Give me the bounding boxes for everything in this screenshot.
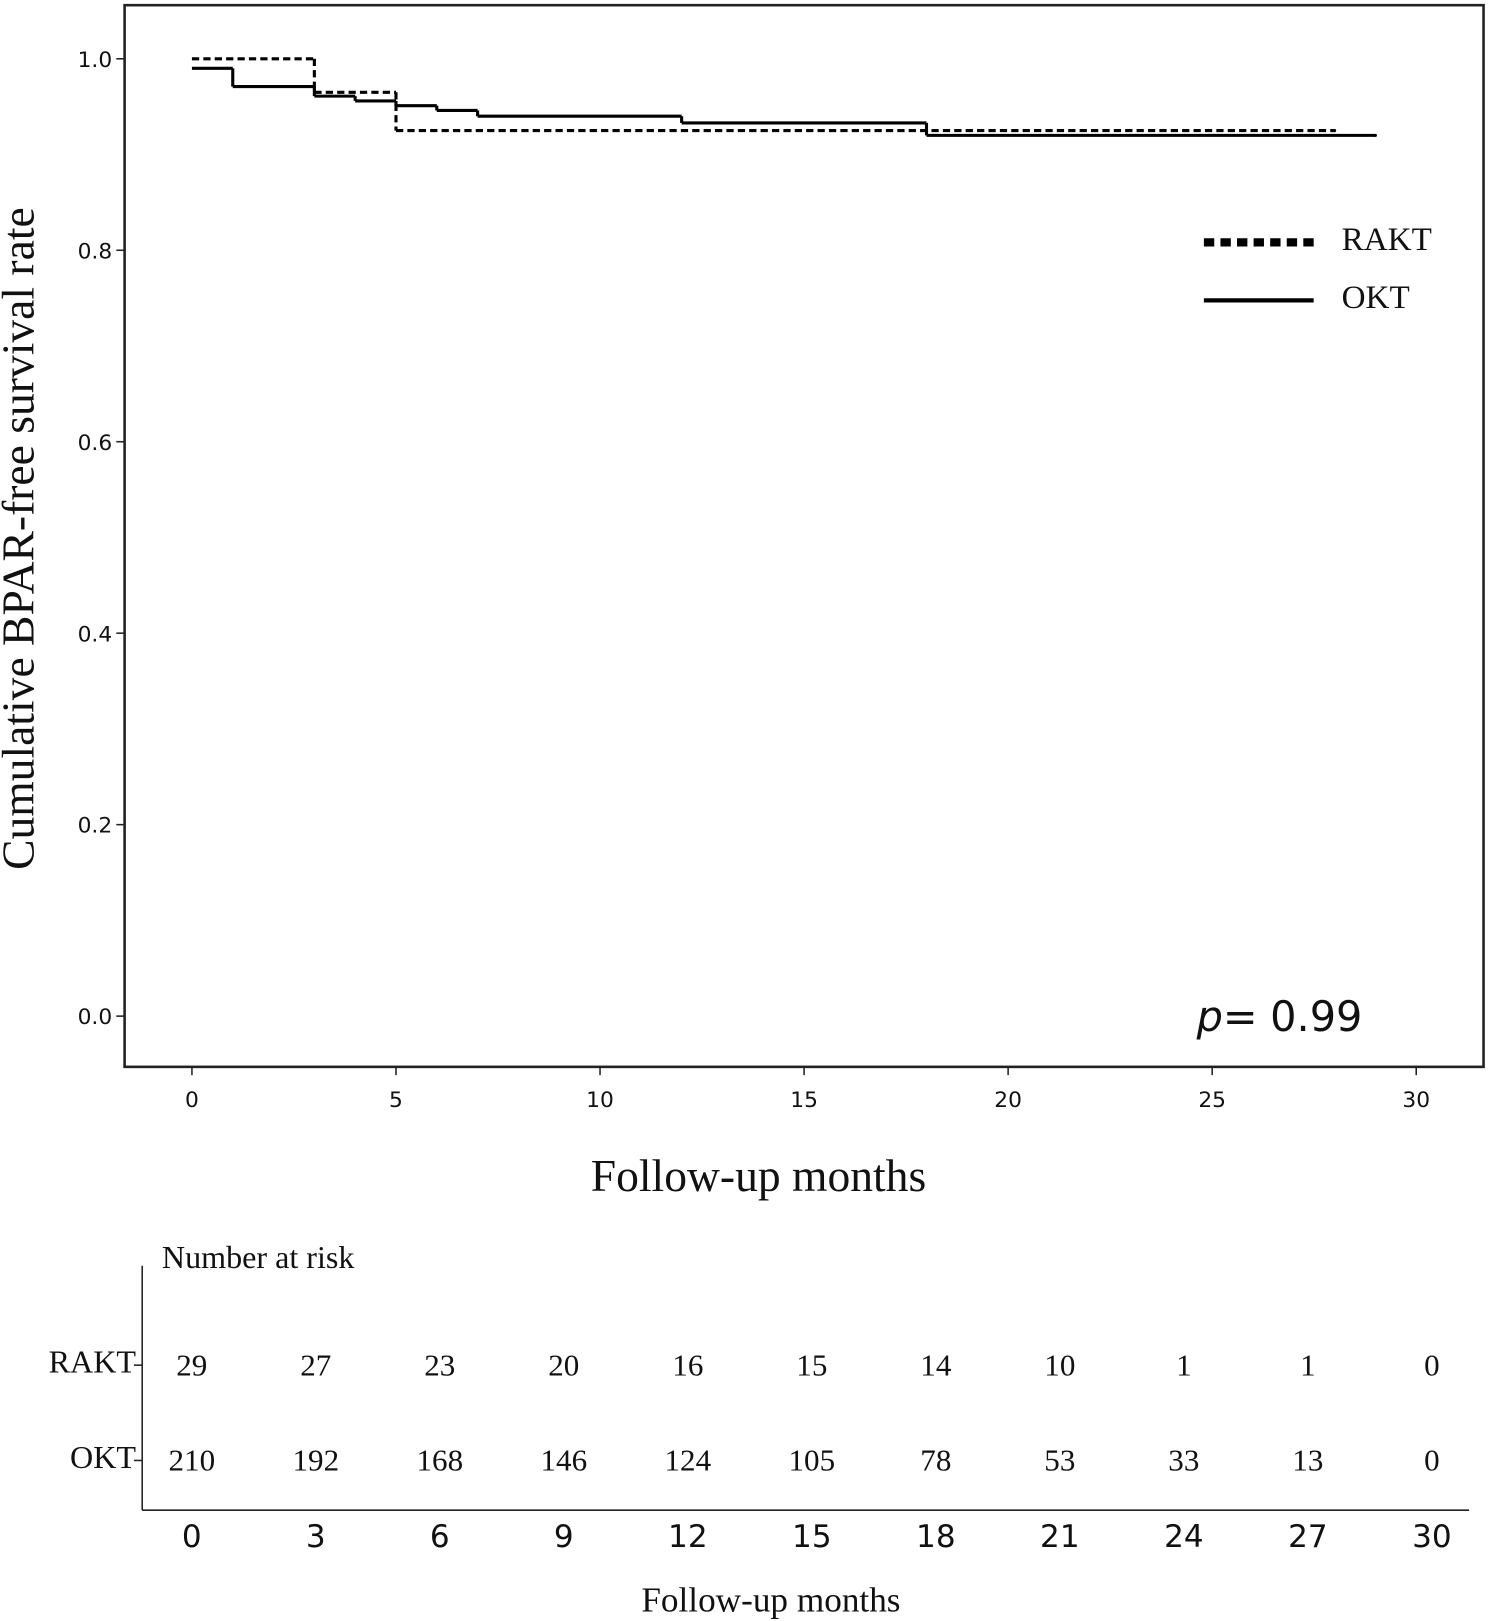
risk-count: 192 (293, 1443, 340, 1478)
legend-label: OKT (1342, 279, 1410, 316)
risk-count: 146 (541, 1443, 588, 1478)
risk-count: 168 (417, 1443, 464, 1478)
risk-count: 29 (176, 1347, 207, 1382)
risk-x-tick-label: 18 (916, 1519, 956, 1555)
risk-count: 105 (789, 1443, 836, 1478)
risk-count: 53 (1044, 1443, 1075, 1478)
risk-x-tick-label: 12 (668, 1519, 708, 1555)
risk-x-tick-label: 9 (554, 1519, 574, 1555)
plot-frame (123, 3, 1485, 1069)
risk-row-label: OKT (70, 1439, 136, 1475)
risk-count: 33 (1168, 1443, 1199, 1478)
risk-x-tick-label: 24 (1164, 1519, 1204, 1555)
step-end (1373, 133, 1377, 137)
x-tick-label: 10 (586, 1088, 614, 1113)
y-tick-label: 0.2 (78, 814, 113, 839)
x-axis-title: Follow-up months (591, 1150, 926, 1201)
risk-count: 1 (1300, 1347, 1316, 1382)
p-value: 0.99 (1270, 993, 1362, 1041)
risk-count: 0 (1424, 1443, 1440, 1478)
risk-x-tick-label: 15 (792, 1519, 832, 1555)
x-tick-label: 30 (1402, 1088, 1430, 1113)
risk-x-title: Follow-up months (641, 1580, 900, 1619)
risk-count: 16 (672, 1347, 703, 1382)
risk-x-tick-label: 27 (1288, 1519, 1328, 1555)
risk-count: 15 (796, 1347, 827, 1382)
risk-count: 124 (665, 1443, 712, 1478)
risk-x-tick-label: 21 (1040, 1519, 1080, 1555)
risk-x-tick-label: 30 (1412, 1519, 1452, 1555)
y-axis-title: Cumulative BPAR-free survival rate (0, 207, 44, 870)
step-end (1333, 129, 1337, 133)
y-tick-label: 1.0 (78, 48, 113, 73)
risk-x-tick-label: 0 (182, 1519, 202, 1555)
risk-count: 27 (300, 1347, 331, 1382)
y-tick-label: 0.8 (78, 239, 113, 264)
risk-count: 210 (169, 1443, 216, 1478)
risk-count: 20 (548, 1347, 579, 1382)
y-tick-label: 0.6 (78, 431, 113, 456)
legend-label: RAKT (1342, 221, 1432, 258)
x-tick-label: 5 (389, 1088, 403, 1113)
risk-title: Number at risk (162, 1239, 355, 1275)
x-tick-label: 15 (790, 1088, 818, 1113)
y-tick-label: 0.4 (78, 622, 113, 647)
x-tick-label: 25 (1198, 1088, 1226, 1113)
risk-count: 13 (1292, 1443, 1323, 1478)
y-tick-label: 0.0 (78, 1005, 113, 1030)
risk-count: 1 (1176, 1347, 1192, 1382)
p-label: p= (1196, 993, 1258, 1041)
risk-count: 23 (424, 1347, 455, 1382)
x-tick-label: 20 (994, 1088, 1022, 1113)
risk-count: 0 (1424, 1347, 1440, 1382)
risk-x-tick-label: 3 (306, 1519, 326, 1555)
risk-count: 14 (920, 1347, 952, 1382)
risk-x-tick-label: 6 (430, 1519, 450, 1555)
risk-row-label: RAKT (49, 1344, 137, 1380)
x-tick-label: 0 (185, 1088, 199, 1113)
risk-count: 78 (920, 1443, 951, 1478)
risk-count: 10 (1044, 1347, 1075, 1382)
